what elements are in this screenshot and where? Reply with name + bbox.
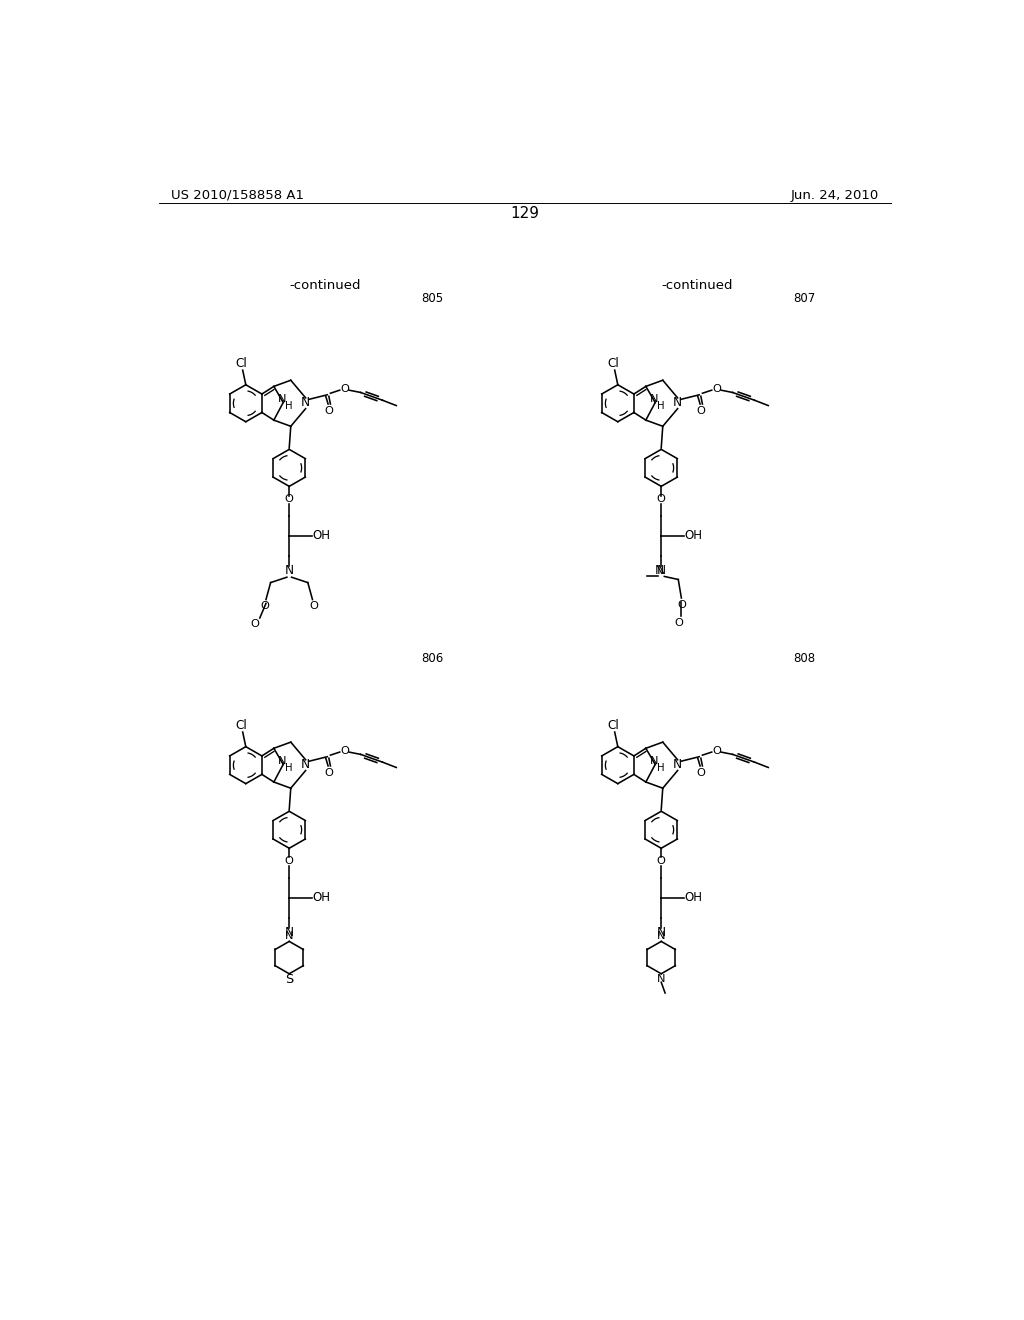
- Text: N: N: [301, 396, 310, 409]
- Text: Jun. 24, 2010: Jun. 24, 2010: [791, 189, 879, 202]
- Text: O: O: [712, 746, 721, 756]
- Text: 129: 129: [510, 206, 540, 222]
- Text: H: H: [656, 763, 665, 774]
- Text: OH: OH: [312, 529, 330, 543]
- Text: OH: OH: [312, 891, 330, 904]
- Text: N: N: [657, 931, 666, 941]
- Text: Cl: Cl: [607, 356, 620, 370]
- Text: S: S: [285, 973, 293, 986]
- Text: O: O: [675, 618, 683, 628]
- Text: Cl: Cl: [607, 718, 620, 731]
- Text: O: O: [340, 384, 349, 395]
- Text: N: N: [657, 974, 666, 985]
- Text: O: O: [678, 599, 686, 610]
- Text: O: O: [325, 407, 333, 416]
- Text: N: N: [285, 564, 294, 577]
- Text: O: O: [696, 407, 706, 416]
- Text: H: H: [656, 401, 665, 412]
- Text: -continued: -continued: [662, 279, 733, 292]
- Text: N: N: [285, 925, 294, 939]
- Text: 806: 806: [421, 652, 443, 665]
- Text: N: N: [650, 393, 658, 404]
- Text: Cl: Cl: [236, 718, 247, 731]
- Text: O: O: [309, 602, 318, 611]
- Text: US 2010/158858 A1: US 2010/158858 A1: [171, 189, 304, 202]
- Text: O: O: [696, 768, 706, 777]
- Text: O: O: [260, 602, 269, 611]
- Text: N: N: [673, 758, 682, 771]
- Text: N: N: [650, 755, 658, 766]
- Text: O: O: [251, 619, 259, 630]
- Text: OH: OH: [684, 891, 702, 904]
- Text: N: N: [285, 931, 294, 941]
- Text: 805: 805: [421, 292, 443, 305]
- Text: N: N: [656, 564, 666, 577]
- Text: N: N: [656, 925, 666, 939]
- Text: 808: 808: [793, 652, 815, 665]
- Text: O: O: [656, 495, 666, 504]
- Text: N: N: [673, 396, 682, 409]
- Text: O: O: [285, 857, 294, 866]
- Text: 807: 807: [793, 292, 815, 305]
- Text: H: H: [285, 401, 293, 412]
- Text: N: N: [279, 393, 287, 404]
- Text: H: H: [285, 763, 293, 774]
- Text: -continued: -continued: [290, 279, 361, 292]
- Text: O: O: [340, 746, 349, 756]
- Text: Cl: Cl: [236, 356, 247, 370]
- Text: N: N: [654, 564, 664, 577]
- Text: N: N: [279, 755, 287, 766]
- Text: O: O: [712, 384, 721, 395]
- Text: O: O: [325, 768, 333, 777]
- Text: O: O: [656, 857, 666, 866]
- Text: N: N: [301, 758, 310, 771]
- Text: OH: OH: [684, 529, 702, 543]
- Text: O: O: [285, 495, 294, 504]
